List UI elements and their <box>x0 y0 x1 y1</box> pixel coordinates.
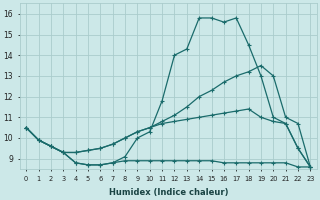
X-axis label: Humidex (Indice chaleur): Humidex (Indice chaleur) <box>108 188 228 197</box>
